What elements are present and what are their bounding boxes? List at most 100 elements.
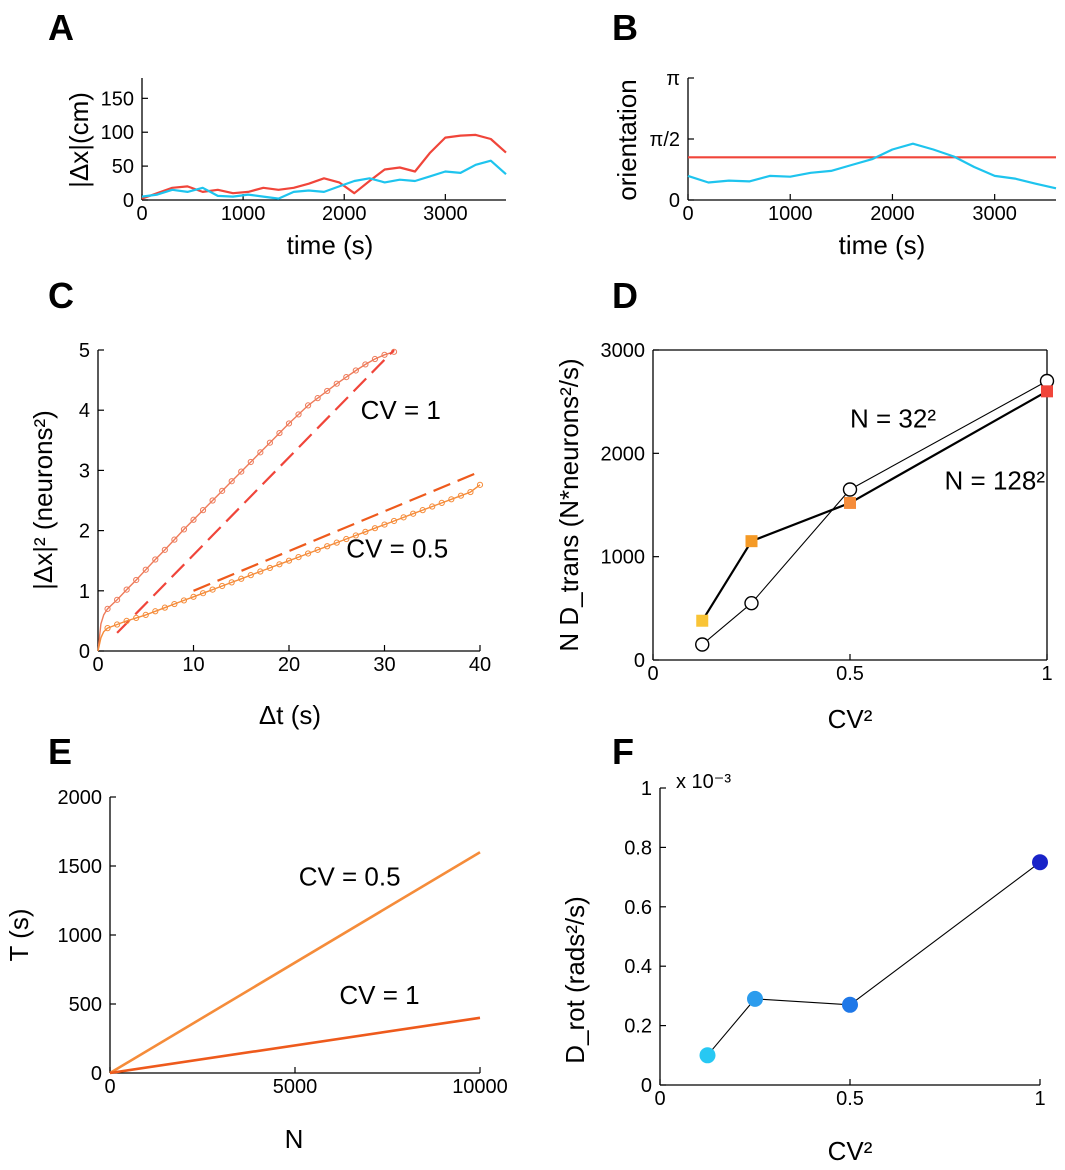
panel-c-data-point <box>199 590 207 597</box>
panel-e-x-tick-label: 5000 <box>273 1076 318 1098</box>
panel-a-xlabel: time (s) <box>287 230 374 260</box>
panel-c-data-point <box>371 355 379 363</box>
panel-c-data-point <box>305 550 312 557</box>
panel-c-data-point <box>333 380 340 387</box>
panel-c-data-point <box>228 579 235 586</box>
panel-c-y-tick-label: 2 <box>79 521 90 543</box>
panel-d-ylabel: N D_trans (N*neurons²/s) <box>554 358 584 651</box>
panel-f-y-tick-label: 0.8 <box>624 837 652 859</box>
panel-f-y-tick-label: 1 <box>641 778 652 800</box>
panel-c-fit-line <box>116 349 395 634</box>
panel-b-x-tick-label: 1000 <box>768 203 813 225</box>
panel-d-n128-line <box>701 390 1048 622</box>
panel-e-annotation: CV = 1 <box>339 980 419 1010</box>
panel-c-y-tick-label: 3 <box>79 460 90 482</box>
panel-b-y-tick-label: 0 <box>669 190 680 212</box>
panel-c-data-point <box>276 561 283 568</box>
panel-b: B 0 1000 2000 3000 0 π/2 π time (s) orientatio… <box>612 7 1057 260</box>
panel-a-x-tick-label: 0 <box>136 203 147 225</box>
panel-c-x-tick-label: 40 <box>469 654 491 676</box>
panel-f-xlabel: CV² <box>828 1136 873 1166</box>
panel-c-data-line <box>97 484 481 652</box>
panel-f-y-tick-label: 0 <box>641 1075 652 1097</box>
panel-d-n128-point <box>745 535 758 548</box>
panel-e-ylabel: T (s) <box>4 909 34 962</box>
panel-c-data-point <box>400 514 407 521</box>
panel-e-xlabel: N <box>285 1124 304 1154</box>
panel-c-x-tick-label: 10 <box>182 654 204 676</box>
panel-c-data-point <box>352 367 359 374</box>
panel-b-x-tick-label: 0 <box>682 203 693 225</box>
panel-e-label: E <box>48 731 72 772</box>
panel-c-data-point <box>314 395 321 402</box>
panel-b-x-tick-label: 3000 <box>972 203 1017 225</box>
panel-c-data-point <box>114 621 121 628</box>
panel-f-ylabel: D_rot (rads²/s) <box>560 896 590 1064</box>
panel-d-n32-point <box>695 637 710 652</box>
panel-c-data-point <box>333 539 340 546</box>
panel-e-x-tick-label: 0 <box>104 1076 115 1098</box>
panel-a-series-line <box>141 133 507 200</box>
panel-d-n32-point <box>842 482 858 497</box>
panel-c-data-point <box>238 575 245 582</box>
panel-c-data-point <box>123 617 130 625</box>
panel-c-data-point <box>305 402 312 409</box>
panel-c-data-point <box>228 478 235 485</box>
panel-a-y-tick-label: 100 <box>101 122 134 144</box>
panel-c-data-point <box>419 507 426 514</box>
panel-c-data-point <box>190 516 197 523</box>
panel-d-y-tick-label: 3000 <box>601 340 646 362</box>
panel-e-annotation: CV = 0.5 <box>299 861 401 891</box>
panel-c-data-point <box>390 517 398 525</box>
panel-b-x-tick-label: 2000 <box>870 203 915 225</box>
panel-c-data-point <box>295 553 302 561</box>
panel-f-point <box>747 990 763 1007</box>
panel-c-data-point <box>123 586 130 593</box>
panel-d-label: D <box>612 275 638 316</box>
panel-c-data-point <box>448 496 455 503</box>
panel-c-data-point <box>152 556 159 563</box>
panel-c: C 0 10 20 30 40 0 1 2 3 4 5 CV = 1 CV = 0.5 Δt (s) |… <box>28 275 491 730</box>
panel-c-label: C <box>48 275 74 316</box>
panel-c-data-point <box>247 458 254 466</box>
panel-c-data-point <box>171 600 178 608</box>
panel-c-data-point <box>199 507 207 514</box>
panel-e-series-line <box>109 1016 481 1075</box>
panel-c-data-point <box>257 568 264 575</box>
panel-f-y-tick-label: 0.4 <box>624 956 652 978</box>
panel-f-point <box>699 1047 716 1064</box>
panel-c-data-point <box>209 497 216 504</box>
panel-c-data-point <box>362 528 369 535</box>
panel-c-ylabel: |Δx|² (neurons²) <box>28 410 58 590</box>
panel-c-data-point <box>257 449 264 456</box>
panel-c-data-point <box>457 492 464 499</box>
panel-b-label: B <box>612 7 638 48</box>
panel-c-data-point <box>476 481 484 488</box>
panel-d-y-tick-label: 2000 <box>601 443 646 465</box>
panel-c-data-point <box>190 593 197 600</box>
panel-d-x-tick-label: 0.5 <box>836 663 864 685</box>
panel-a-label: A <box>48 7 74 48</box>
panel-c-data-point <box>180 597 188 604</box>
panel-f-multiplier: x 10⁻³ <box>676 771 731 793</box>
panel-e-y-tick-label: 1000 <box>58 925 103 947</box>
panel-f-y-tick-label: 0.6 <box>624 897 652 919</box>
panel-c-data-point <box>343 535 350 543</box>
panel-f-point <box>842 996 858 1013</box>
panel-d-x-tick-label: 1 <box>1041 663 1052 685</box>
panel-d-n32-point <box>744 595 759 611</box>
panel-d-annotation: N = 128² <box>945 466 1046 496</box>
panel-c-y-tick-label: 0 <box>79 641 90 663</box>
panel-a-y-tick-label: 150 <box>101 88 134 110</box>
panel-c-y-tick-label: 5 <box>79 340 90 362</box>
panel-c-annotation: CV = 1 <box>361 395 441 425</box>
panel-c-xlabel: Δt (s) <box>259 700 321 730</box>
panel-b-y-tick-label: π/2 <box>650 129 680 151</box>
panel-c-data-point <box>324 543 331 550</box>
panel-f-x-tick-label: 0 <box>654 1088 665 1110</box>
panel-c-data-point <box>219 487 226 494</box>
panel-b-series-line <box>687 142 1057 190</box>
panel-c-data-point <box>410 510 417 517</box>
